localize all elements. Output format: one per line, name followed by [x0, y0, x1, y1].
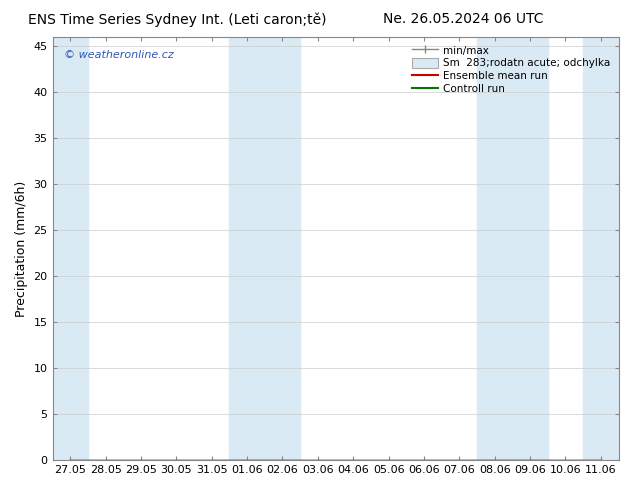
Legend: min/max, Sm  283;rodatn acute; odchylka, Ensemble mean run, Controll run: min/max, Sm 283;rodatn acute; odchylka, …	[408, 42, 613, 97]
Bar	[583, 37, 619, 460]
Bar	[230, 37, 300, 460]
Text: Ne. 26.05.2024 06 UTC: Ne. 26.05.2024 06 UTC	[382, 12, 543, 26]
Bar	[53, 37, 88, 460]
Bar	[477, 37, 548, 460]
Y-axis label: Precipitation (mm/6h): Precipitation (mm/6h)	[15, 180, 28, 317]
Text: © weatheronline.cz: © weatheronline.cz	[64, 50, 174, 60]
Text: ENS Time Series Sydney Int. (Leti caron;tě): ENS Time Series Sydney Int. (Leti caron;…	[29, 12, 327, 27]
